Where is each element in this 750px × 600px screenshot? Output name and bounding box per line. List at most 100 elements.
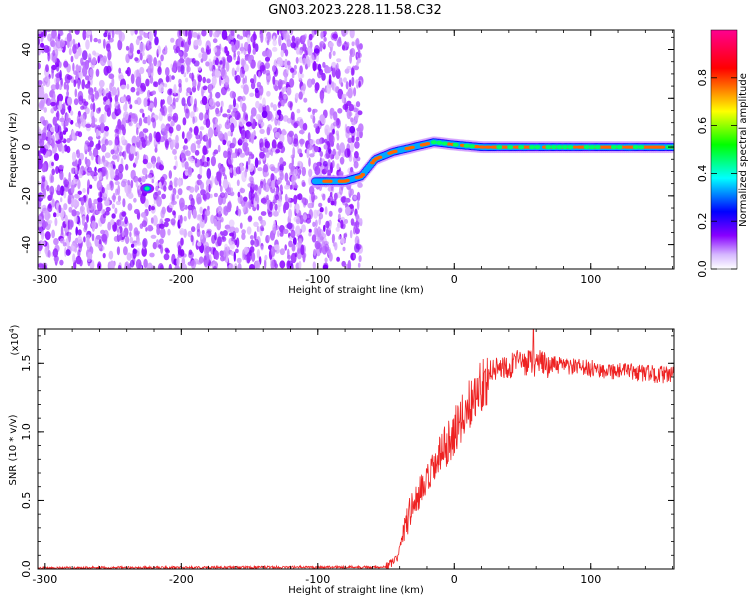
noise-blob bbox=[87, 136, 93, 141]
noise-blob bbox=[43, 221, 48, 228]
noise-blob bbox=[181, 97, 186, 107]
noise-blob bbox=[338, 148, 341, 157]
noise-blob bbox=[105, 130, 109, 137]
noise-blob bbox=[313, 248, 317, 256]
noise-blob bbox=[311, 234, 317, 243]
noise-blob bbox=[257, 167, 263, 172]
noise-blob bbox=[113, 235, 119, 242]
noise-blob bbox=[319, 41, 325, 48]
noise-blob bbox=[107, 163, 113, 171]
noise-blob bbox=[105, 92, 112, 100]
noise-blob bbox=[107, 140, 113, 146]
noise-blob bbox=[228, 104, 232, 111]
noise-blob bbox=[145, 173, 148, 180]
noise-blob bbox=[208, 58, 212, 70]
noise-blob bbox=[275, 194, 279, 201]
noise-blob bbox=[117, 39, 123, 51]
noise-blob bbox=[213, 192, 218, 198]
noise-blob bbox=[279, 133, 285, 144]
noise-blob bbox=[160, 246, 164, 254]
feature-band-cell bbox=[503, 145, 509, 149]
noise-blob bbox=[78, 158, 82, 166]
noise-blob bbox=[313, 48, 320, 54]
noise-blob bbox=[223, 150, 228, 159]
noise-blob bbox=[94, 90, 100, 100]
noise-blob bbox=[200, 189, 206, 196]
noise-blob bbox=[248, 131, 252, 143]
noise-blob bbox=[130, 86, 136, 93]
noise-blob bbox=[102, 55, 108, 63]
noise-blob bbox=[256, 203, 260, 211]
noise-blob bbox=[151, 179, 155, 184]
noise-blob bbox=[134, 157, 138, 165]
noise-blob bbox=[291, 73, 295, 79]
noise-blob bbox=[220, 100, 224, 108]
noise-blob bbox=[291, 156, 294, 167]
noise-blob bbox=[195, 134, 200, 140]
noise-blob bbox=[260, 219, 267, 227]
noise-blob bbox=[253, 238, 260, 248]
noise-blob bbox=[266, 194, 269, 200]
noise-blob bbox=[356, 200, 360, 211]
feature-band-cell bbox=[441, 141, 448, 146]
noise-blob bbox=[262, 50, 268, 57]
noise-blob bbox=[344, 148, 351, 158]
noise-blob bbox=[120, 84, 127, 90]
noise-blob bbox=[286, 34, 291, 40]
noise-blob bbox=[259, 128, 265, 134]
noise-blob bbox=[297, 238, 302, 249]
noise-blob bbox=[241, 233, 246, 240]
noise-blob bbox=[159, 264, 164, 269]
noise-blob bbox=[192, 116, 195, 125]
noise-blob bbox=[74, 88, 78, 98]
feature-band-cell bbox=[632, 145, 639, 150]
noise-blob bbox=[247, 34, 251, 44]
noise-blob bbox=[230, 122, 235, 133]
noise-blob bbox=[242, 77, 246, 85]
noise-blob bbox=[183, 72, 187, 78]
noise-blob bbox=[260, 32, 264, 44]
noise-blob bbox=[52, 116, 58, 126]
noise-blob bbox=[342, 246, 346, 252]
noise-blob bbox=[213, 46, 218, 53]
noise-blob bbox=[202, 161, 209, 168]
noise-blob bbox=[105, 206, 111, 212]
colorbar: 0.0 0.2 0.4 0.6 0.8 Normalized spectral ampl… bbox=[696, 29, 749, 278]
noise-blob bbox=[335, 226, 340, 232]
noise-blob bbox=[190, 95, 194, 105]
noise-blob bbox=[204, 232, 209, 239]
noise-blob bbox=[339, 185, 343, 195]
noise-blob bbox=[227, 130, 232, 137]
noise-blob bbox=[85, 237, 91, 248]
noise-blob bbox=[215, 107, 220, 115]
noise-blob bbox=[123, 246, 128, 256]
noise-blob bbox=[243, 64, 249, 72]
noise-blob bbox=[279, 184, 283, 193]
noise-blob bbox=[270, 246, 276, 257]
noise-blob bbox=[197, 74, 203, 83]
snr-y-multiplier-base: (x10 bbox=[10, 333, 21, 356]
noise-blob bbox=[175, 97, 179, 103]
noise-blob bbox=[121, 117, 126, 126]
noise-blob bbox=[269, 164, 275, 171]
noise-blob bbox=[317, 63, 322, 72]
noise-blob bbox=[205, 209, 211, 217]
noise-blob bbox=[131, 113, 136, 119]
noise-blob bbox=[221, 166, 225, 173]
noise-blob bbox=[294, 252, 298, 258]
noise-blob bbox=[142, 167, 148, 176]
noise-blob bbox=[173, 165, 177, 170]
noise-blob bbox=[84, 107, 90, 115]
noise-blob bbox=[53, 92, 56, 100]
noise-blob bbox=[267, 235, 270, 241]
noise-blob bbox=[160, 54, 164, 62]
noise-blob bbox=[217, 130, 223, 140]
noise-blob bbox=[325, 66, 332, 74]
noise-blob bbox=[177, 188, 183, 196]
noise-blob bbox=[306, 78, 313, 88]
noise-blob bbox=[337, 108, 343, 114]
spectrogram-y-tick-label: 0 bbox=[20, 144, 33, 151]
noise-blob bbox=[161, 99, 165, 105]
noise-blob bbox=[49, 126, 56, 133]
noise-blob bbox=[150, 217, 154, 224]
